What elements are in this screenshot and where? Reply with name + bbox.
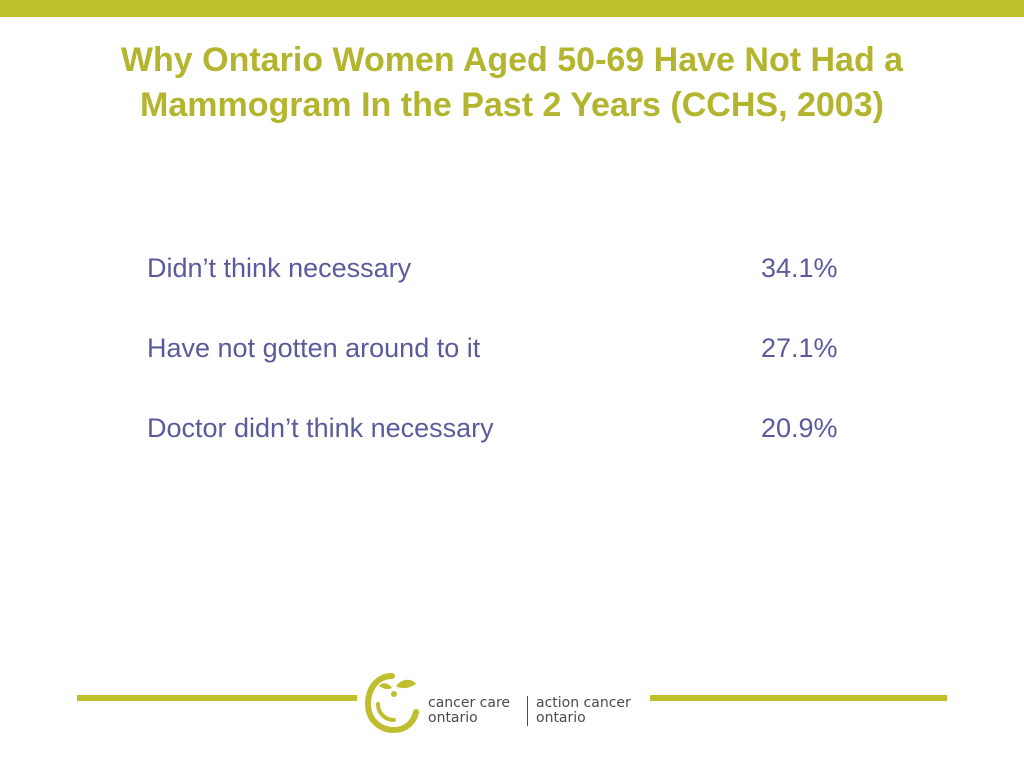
list-item: Have not gotten around to it 27.1%	[147, 328, 867, 368]
reason-label: Didn’t think necessary	[147, 253, 412, 283]
reason-label: Have not gotten around to it	[147, 333, 481, 363]
logo-divider	[527, 696, 528, 726]
reason-percentage: 27.1%	[761, 333, 838, 363]
logo-wordmark-left: cancer care ontario	[428, 696, 510, 726]
reason-percentage: 34.1%	[761, 253, 838, 283]
list-item: Didn’t think necessary 34.1%	[147, 248, 867, 288]
logo-text: cancer care	[428, 695, 511, 711]
footer-rule-right	[650, 695, 947, 701]
cancer-care-ontario-logo: cancer care ontario action cancer ontari…	[364, 670, 644, 734]
list-item: Doctor didn’t think necessary 20.9%	[147, 408, 867, 448]
reasons-list: Didn’t think necessary 34.1% Have not go…	[147, 248, 867, 488]
top-accent-bar	[0, 0, 1024, 17]
logo-text: action cancer	[536, 695, 631, 711]
reason-label: Doctor didn’t think necessary	[147, 413, 494, 443]
logo-sun-icon	[364, 673, 419, 734]
logo-text: ontario	[428, 710, 478, 726]
logo-wordmark-right: action cancer ontario	[536, 696, 631, 726]
slide-title: Why Ontario Women Aged 50-69 Have Not Ha…	[120, 41, 904, 124]
logo-text: ontario	[536, 710, 586, 726]
reason-percentage: 20.9%	[761, 413, 838, 443]
footer-rule-left	[77, 695, 357, 701]
